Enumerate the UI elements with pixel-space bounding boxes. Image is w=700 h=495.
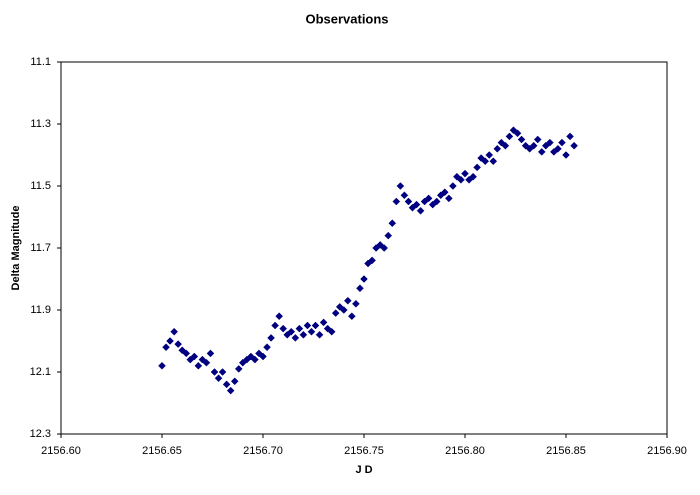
data-point (529, 141, 538, 150)
data-point (489, 157, 498, 166)
data-point (558, 138, 566, 147)
data-point (331, 309, 340, 317)
data-point (230, 377, 239, 386)
data-point (424, 194, 433, 203)
data-point (412, 200, 421, 209)
data-point (170, 327, 178, 336)
data-point (251, 355, 259, 364)
data-point (570, 141, 578, 150)
data-point (485, 151, 494, 159)
y-tick-label: 11.3 (30, 118, 51, 130)
data-point (566, 132, 574, 141)
data-point (315, 330, 324, 339)
data-point (210, 368, 219, 376)
data-point (319, 318, 328, 327)
data-point (162, 343, 170, 352)
data-point (166, 337, 174, 345)
chart-title: Observations (305, 11, 388, 26)
x-axis-title: J D (355, 464, 372, 476)
data-point (416, 206, 425, 215)
x-tick-label: 2156.85 (546, 445, 586, 457)
data-point (222, 380, 231, 389)
data-point (279, 324, 288, 333)
data-point (505, 132, 514, 141)
data-point (449, 182, 457, 190)
data-point (392, 197, 401, 206)
data-point (339, 306, 348, 314)
data-point (271, 321, 279, 330)
data-point (263, 343, 271, 352)
data-point (380, 244, 389, 252)
data-point (432, 197, 441, 206)
data-point (533, 135, 542, 144)
data-point (343, 296, 352, 305)
data-point (194, 361, 203, 370)
data-point (311, 321, 320, 330)
y-tick-label: 11.5 (30, 180, 51, 192)
data-point (206, 349, 215, 358)
data-point (307, 327, 316, 336)
data-point (457, 175, 465, 184)
data-point (404, 197, 413, 206)
data-point (493, 144, 502, 153)
y-tick-label: 11.9 (30, 304, 51, 316)
data-point (182, 349, 191, 358)
y-tick-label: 11.7 (30, 242, 51, 254)
data-point (444, 194, 453, 203)
data-point (218, 368, 227, 376)
data-point (291, 334, 300, 342)
data-point (384, 231, 393, 240)
x-tick-label: 2156.70 (243, 445, 283, 457)
y-tick-label: 12.1 (30, 366, 51, 378)
data-point (473, 163, 481, 172)
data-point (537, 148, 546, 156)
data-point (287, 327, 296, 336)
data-point (481, 157, 490, 166)
data-point (190, 352, 199, 361)
data-point (295, 324, 304, 333)
y-tick-label: 11.1 (30, 56, 51, 68)
data-point (158, 361, 166, 370)
data-point (545, 138, 554, 147)
y-tick-label: 12.3 (30, 428, 51, 440)
data-point (174, 340, 183, 348)
data-point (303, 321, 312, 330)
x-tick-label: 2156.75 (344, 445, 384, 457)
data-point (267, 334, 275, 342)
data-point (388, 219, 397, 228)
data-point (368, 256, 376, 265)
data-point (348, 312, 356, 321)
x-tick-label: 2156.80 (445, 445, 485, 457)
data-point (400, 191, 409, 200)
data-point (214, 374, 223, 383)
data-point (396, 182, 405, 190)
data-point (501, 141, 510, 150)
data-point (234, 365, 243, 373)
data-point (352, 299, 360, 308)
data-point (226, 386, 235, 395)
x-tick-label: 2156.90 (647, 445, 687, 457)
x-tick-label: 2156.65 (142, 445, 182, 457)
data-point (202, 358, 211, 367)
data-point (513, 129, 522, 138)
data-point (517, 135, 526, 144)
data-point (554, 144, 562, 153)
y-axis-title: Delta Magnitude (10, 206, 22, 291)
data-point (299, 330, 308, 339)
data-point (360, 275, 368, 283)
data-point (327, 327, 336, 336)
data-point (440, 188, 449, 197)
data-point (275, 312, 284, 321)
data-point (469, 172, 477, 181)
data-point (356, 284, 364, 293)
data-point (562, 151, 570, 159)
data-point (461, 169, 469, 178)
x-tick-label: 2156.60 (41, 445, 81, 457)
data-point (259, 352, 267, 361)
